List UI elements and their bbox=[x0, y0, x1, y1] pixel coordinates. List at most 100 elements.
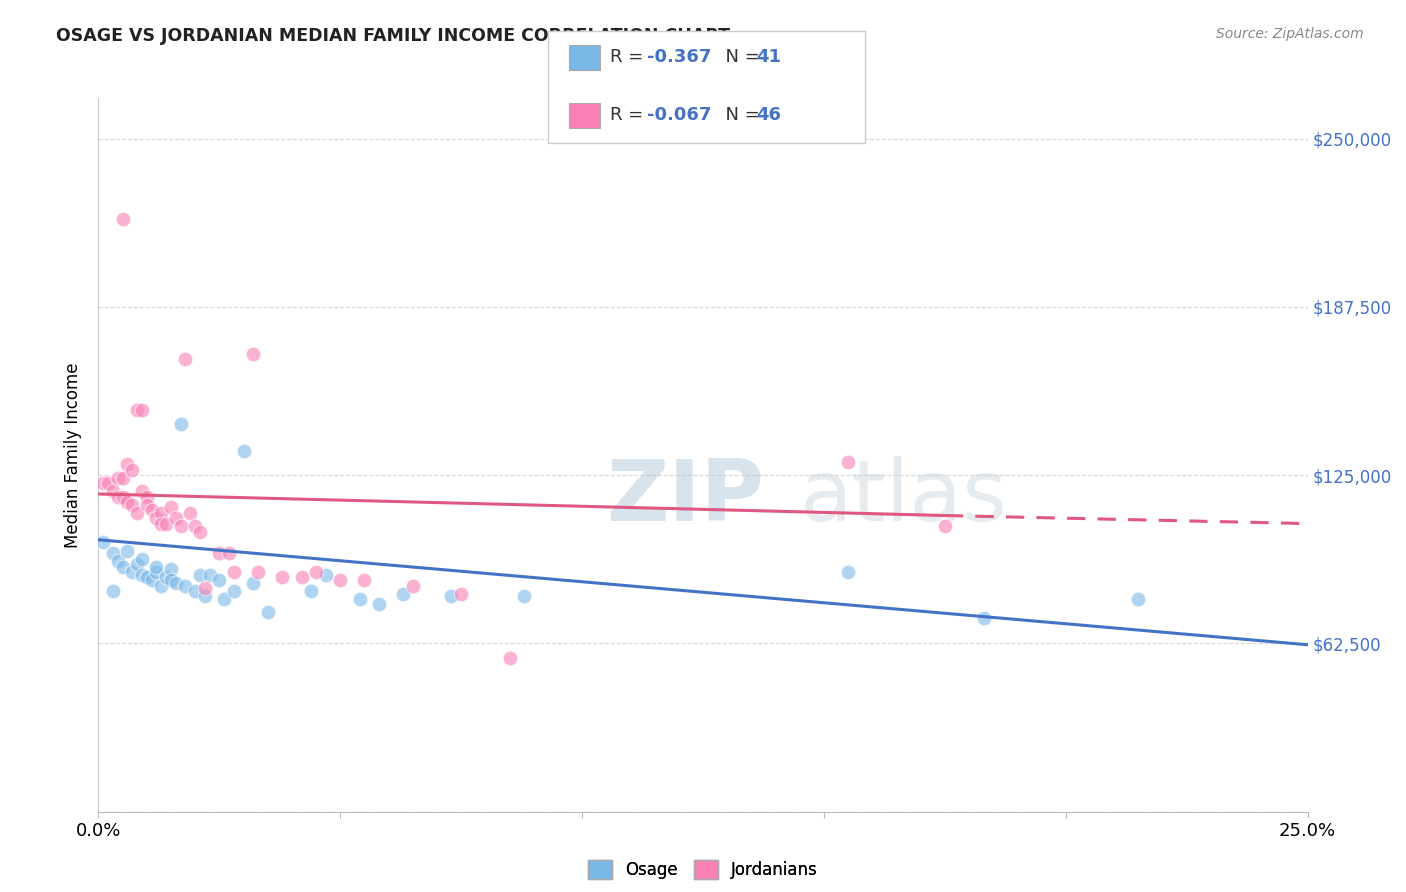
Point bbox=[174, 352, 197, 367]
Point bbox=[165, 575, 187, 590]
Point bbox=[169, 519, 191, 533]
Point bbox=[315, 567, 337, 582]
Point bbox=[349, 592, 371, 607]
Point bbox=[117, 543, 139, 558]
Point bbox=[131, 551, 153, 566]
Point bbox=[353, 573, 375, 587]
Point bbox=[271, 570, 294, 584]
Point bbox=[117, 495, 139, 509]
Point bbox=[160, 562, 183, 576]
Point bbox=[305, 565, 328, 579]
Point bbox=[135, 498, 157, 512]
Point bbox=[121, 498, 143, 512]
Point bbox=[208, 546, 231, 560]
Point bbox=[188, 524, 211, 539]
Point bbox=[513, 589, 536, 603]
Text: -0.367: -0.367 bbox=[647, 48, 711, 66]
Point bbox=[135, 490, 157, 504]
Point bbox=[160, 573, 183, 587]
Point bbox=[101, 546, 124, 560]
Point bbox=[440, 589, 463, 603]
Point bbox=[184, 583, 207, 598]
Point bbox=[498, 651, 520, 665]
Point bbox=[135, 570, 157, 584]
Point bbox=[107, 471, 129, 485]
Point bbox=[127, 506, 149, 520]
Point bbox=[141, 503, 163, 517]
Point bbox=[121, 565, 143, 579]
Text: R =: R = bbox=[610, 48, 650, 66]
Text: N =: N = bbox=[714, 48, 766, 66]
Point bbox=[127, 403, 149, 417]
Point bbox=[934, 519, 956, 533]
Point bbox=[131, 567, 153, 582]
Text: -0.067: -0.067 bbox=[647, 106, 711, 124]
Point bbox=[1128, 592, 1150, 607]
Point bbox=[242, 575, 264, 590]
Point bbox=[107, 554, 129, 568]
Point bbox=[450, 586, 472, 600]
Point bbox=[127, 557, 149, 571]
Point bbox=[184, 519, 207, 533]
Point bbox=[150, 578, 173, 592]
Point bbox=[194, 581, 217, 595]
Point bbox=[174, 578, 197, 592]
Point bbox=[111, 559, 134, 574]
Point bbox=[222, 565, 245, 579]
Point bbox=[145, 559, 167, 574]
Point bbox=[97, 476, 120, 491]
Point bbox=[155, 516, 177, 531]
Point bbox=[141, 573, 163, 587]
Point bbox=[368, 598, 391, 612]
Point bbox=[198, 567, 221, 582]
Point bbox=[101, 583, 124, 598]
Point bbox=[208, 573, 231, 587]
Point bbox=[299, 583, 322, 598]
Point bbox=[290, 570, 312, 584]
Point bbox=[837, 565, 859, 579]
Point bbox=[131, 484, 153, 499]
Point bbox=[111, 212, 134, 227]
Text: OSAGE VS JORDANIAN MEDIAN FAMILY INCOME CORRELATION CHART: OSAGE VS JORDANIAN MEDIAN FAMILY INCOME … bbox=[56, 27, 730, 45]
Text: R =: R = bbox=[610, 106, 650, 124]
Text: 41: 41 bbox=[756, 48, 782, 66]
Text: atlas: atlas bbox=[800, 456, 1008, 540]
Point bbox=[169, 417, 191, 431]
Point bbox=[194, 589, 217, 603]
Point bbox=[218, 546, 240, 560]
Point bbox=[179, 506, 201, 520]
Point bbox=[256, 606, 278, 620]
Text: ZIP: ZIP bbox=[606, 456, 763, 540]
Point bbox=[392, 586, 415, 600]
Point bbox=[117, 458, 139, 472]
Point bbox=[222, 583, 245, 598]
Point bbox=[160, 500, 183, 515]
Y-axis label: Median Family Income: Median Family Income bbox=[65, 362, 83, 548]
Point bbox=[212, 592, 235, 607]
Point bbox=[91, 535, 114, 549]
Point bbox=[111, 490, 134, 504]
Point bbox=[242, 347, 264, 361]
Point bbox=[145, 511, 167, 525]
Point bbox=[188, 567, 211, 582]
Point bbox=[121, 463, 143, 477]
Point bbox=[165, 511, 187, 525]
Text: 46: 46 bbox=[756, 106, 782, 124]
Point bbox=[402, 578, 425, 592]
Point bbox=[837, 455, 859, 469]
Point bbox=[973, 611, 995, 625]
Point bbox=[145, 565, 167, 579]
Point bbox=[329, 573, 352, 587]
Point bbox=[101, 484, 124, 499]
Text: N =: N = bbox=[714, 106, 766, 124]
Point bbox=[131, 403, 153, 417]
Point bbox=[155, 570, 177, 584]
Point bbox=[150, 506, 173, 520]
Point bbox=[91, 476, 114, 491]
Point bbox=[232, 443, 254, 458]
Point bbox=[150, 516, 173, 531]
Point bbox=[247, 565, 270, 579]
Point bbox=[107, 490, 129, 504]
Text: Source: ZipAtlas.com: Source: ZipAtlas.com bbox=[1216, 27, 1364, 41]
Point bbox=[111, 471, 134, 485]
